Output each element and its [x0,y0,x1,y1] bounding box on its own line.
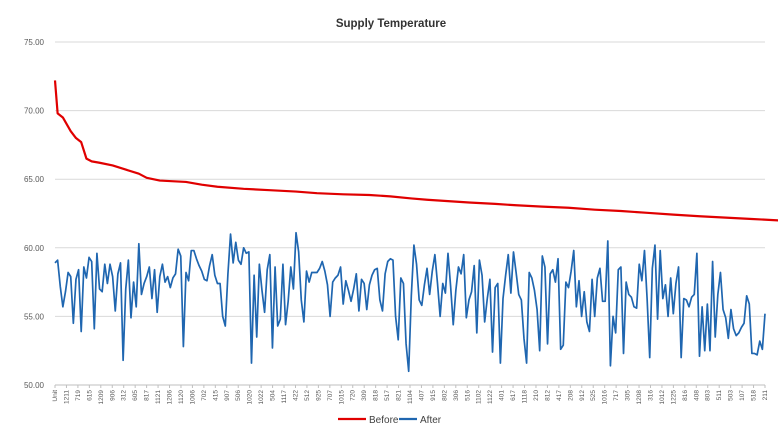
x-tick-label: 1015 [338,390,345,405]
legend-label-before: Before [369,415,399,426]
x-tick-label: 422 [292,390,299,401]
x-tick-label: 107 [739,390,746,401]
x-tick-label: 1225 [670,390,677,405]
x-tick-label: 817 [144,390,151,401]
legend: Before After [338,415,442,426]
y-tick-label: 75.00 [24,38,45,47]
x-tick-label: 306 [453,390,460,401]
x-tick-label: 615 [86,390,93,401]
y-axis: 50.00 55.00 60.00 65.00 70.00 75.00 [24,38,45,390]
x-tick-label: 517 [384,390,391,401]
x-tick-label: 1012 [659,390,666,405]
x-tick-label: 720 [350,390,357,401]
x-tick-label: 503 [728,390,735,401]
series-line-after [54,231,766,373]
y-tick-label: 55.00 [24,312,45,321]
x-tick-label: 417 [556,390,563,401]
x-tick-label: 518 [751,390,758,401]
x-tick-label: 525 [590,390,597,401]
x-tick-label: 504 [270,390,277,401]
x-tick-label: 408 [693,390,700,401]
x-tick-label: 605 [132,390,139,401]
x-tick-label: 516 [464,390,471,401]
x-axis: Unit 1211 719 615 1209 906 312 605 817 1121 1206 11… [52,384,769,405]
x-tick-label: 511 [716,390,723,401]
x-tick-label: 818 [373,390,380,401]
y-tick-label: 60.00 [24,244,45,253]
y-tick-label: 50.00 [24,381,45,390]
legend-item-before: Before [338,415,399,426]
x-tick-label: 401 [499,390,506,401]
x-tick-label: 925 [315,390,322,401]
x-tick-label: 1117 [281,390,288,404]
x-tick-label: 816 [682,390,689,401]
legend-label-after: After [420,415,442,426]
x-tick-label: 821 [396,390,403,401]
x-tick-label: 506 [235,390,242,401]
x-tick-label: 702 [201,390,208,401]
x-tick-label: 1102 [476,390,483,404]
x-tick-label: 316 [647,390,654,401]
series-line-before [53,80,778,222]
x-tick-label: 802 [441,390,448,401]
x-tick-label: 210 [533,390,540,401]
x-tick-label: 812 [544,390,551,401]
x-tick-label: Unit [52,390,59,402]
x-tick-label: 1122 [487,390,494,404]
x-tick-label: 915 [430,390,437,401]
chart-title: Supply Temperature [336,18,446,30]
x-tick-label: 1206 [167,390,174,405]
x-tick-label: 415 [212,390,219,401]
y-tick-label: 65.00 [24,175,45,184]
x-tick-label: 719 [75,390,82,401]
x-tick-label: 305 [625,390,632,401]
x-tick-label: 906 [109,390,116,401]
y-tick-label: 70.00 [24,107,45,116]
x-tick-label: 1121 [155,390,162,404]
legend-item-after: After [399,415,442,426]
x-tick-label: 1022 [258,390,265,405]
x-tick-label: 717 [613,390,620,401]
x-tick-label: 1020 [247,390,254,405]
x-tick-label: 309 [361,390,368,401]
x-tick-label: 617 [510,390,517,401]
x-tick-label: 1209 [98,390,105,405]
x-tick-label: 803 [705,390,712,401]
x-tick-label: 211 [762,390,769,401]
x-tick-label: 1118 [522,390,529,404]
x-tick-label: 407 [418,390,425,401]
x-tick-label: 907 [224,390,231,401]
x-tick-label: 912 [579,390,586,401]
series-group [53,80,778,373]
x-tick-label: 1208 [636,390,643,405]
x-tick-label: 512 [304,390,311,401]
x-tick-label: 1016 [602,390,609,405]
x-tick-label: 1104 [407,390,414,404]
x-tick-label: 707 [327,390,334,401]
x-tick-label: 1006 [189,390,196,405]
x-tick-label: 312 [121,390,128,401]
x-tick-label: 1120 [178,390,185,404]
x-tick-label: 1211 [63,390,70,404]
x-tick-label: 208 [567,390,574,401]
